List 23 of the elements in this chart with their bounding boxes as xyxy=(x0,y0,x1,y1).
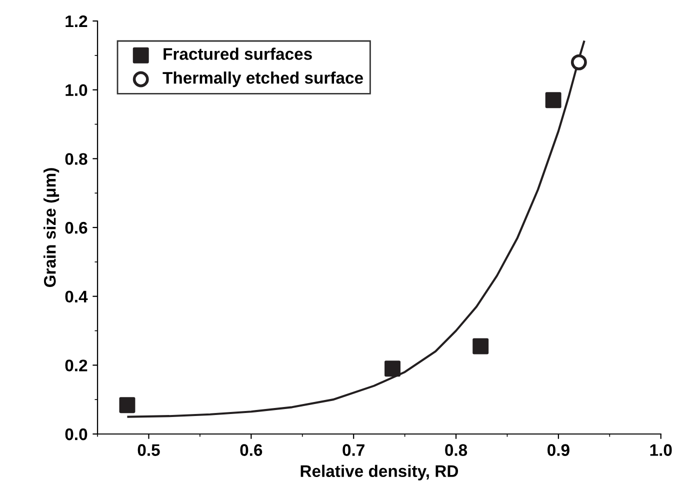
point xyxy=(384,360,400,377)
point xyxy=(472,338,489,354)
x-tick-label: 0.6 xyxy=(240,444,262,456)
point xyxy=(119,397,136,414)
x-tick-label: 0.8 xyxy=(445,444,468,456)
x-tick-label: 1.0 xyxy=(650,444,672,456)
y-tick-label: 1.0 xyxy=(66,84,88,96)
y-tick-label: 0.4 xyxy=(65,290,88,303)
x-tick-label: 0.7 xyxy=(342,444,364,456)
y-tick-label: 0.8 xyxy=(65,153,88,165)
point xyxy=(545,92,562,108)
y-tick-label: 0.6 xyxy=(65,222,88,234)
x-axis-title: Relative density, RD xyxy=(300,464,458,480)
point xyxy=(570,54,587,70)
y-tick-label: 0.2 xyxy=(65,360,88,372)
legend-label: Thermally etched surface xyxy=(162,72,363,88)
legend-label: Fractured surfaces xyxy=(164,48,312,60)
line-series xyxy=(127,40,586,418)
y-tick-label: 0.0 xyxy=(65,428,88,440)
y-axis-title: Grain size (μm) xyxy=(44,168,60,288)
y-tick-label: 1.2 xyxy=(66,15,88,28)
x-tick-label: 0.9 xyxy=(548,444,570,456)
x-tick-label: 0.5 xyxy=(138,444,160,456)
